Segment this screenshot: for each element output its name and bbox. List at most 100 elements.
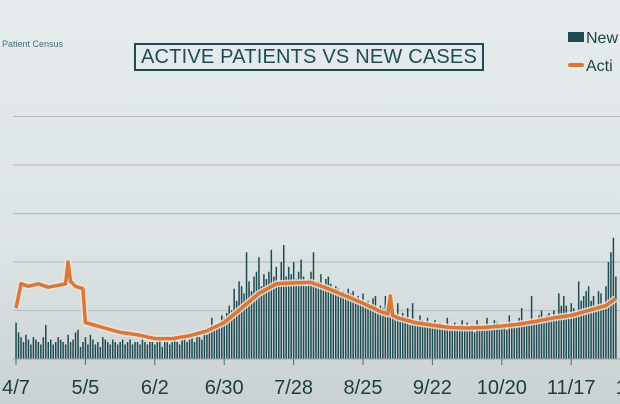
bar bbox=[540, 310, 543, 359]
bar bbox=[183, 337, 186, 359]
legend-item-new: New bbox=[568, 30, 618, 48]
bar bbox=[35, 339, 37, 359]
bar bbox=[572, 308, 575, 359]
bar bbox=[305, 286, 307, 359]
bar bbox=[156, 342, 159, 359]
bar bbox=[203, 332, 206, 359]
bar bbox=[278, 281, 280, 359]
bar bbox=[258, 257, 260, 359]
bar bbox=[62, 342, 64, 359]
bar bbox=[426, 317, 429, 359]
bar bbox=[186, 342, 188, 359]
bar bbox=[392, 315, 394, 359]
bar bbox=[416, 322, 419, 359]
bar bbox=[79, 346, 82, 359]
bar bbox=[372, 298, 374, 359]
bar bbox=[94, 344, 97, 359]
bar bbox=[109, 344, 111, 359]
bar bbox=[201, 339, 203, 359]
bar bbox=[501, 327, 503, 359]
bar bbox=[47, 342, 50, 359]
bar bbox=[600, 293, 602, 359]
x-tick-label: 9/22 bbox=[413, 377, 452, 399]
bar bbox=[193, 342, 196, 359]
bar bbox=[560, 305, 563, 359]
x-tick-label: 8/25 bbox=[344, 377, 383, 399]
bar bbox=[280, 262, 283, 359]
bar bbox=[295, 278, 297, 359]
bar bbox=[434, 320, 436, 359]
bar bbox=[523, 322, 525, 359]
x-tick-label: 5/5 bbox=[71, 377, 99, 399]
bar bbox=[518, 317, 520, 359]
bar bbox=[451, 325, 454, 359]
bar bbox=[595, 305, 597, 359]
bar bbox=[498, 325, 501, 359]
bar bbox=[558, 293, 560, 359]
bar bbox=[92, 339, 94, 359]
bar bbox=[575, 312, 577, 359]
bar bbox=[493, 320, 496, 359]
bar bbox=[538, 315, 540, 359]
bar bbox=[401, 312, 404, 359]
bar bbox=[116, 344, 119, 359]
bar bbox=[339, 293, 342, 359]
bar bbox=[382, 308, 384, 359]
bar bbox=[414, 320, 416, 359]
bar bbox=[168, 344, 171, 359]
bar bbox=[332, 288, 335, 359]
bar bbox=[528, 320, 530, 359]
bar bbox=[151, 342, 154, 359]
bar bbox=[454, 322, 456, 359]
bar bbox=[292, 262, 295, 359]
bar bbox=[607, 262, 610, 359]
bar bbox=[84, 337, 87, 359]
bar bbox=[240, 286, 243, 359]
bar bbox=[248, 281, 250, 359]
bar bbox=[357, 295, 359, 359]
bar bbox=[57, 337, 59, 359]
bar bbox=[387, 312, 389, 359]
bar bbox=[218, 327, 221, 359]
bar bbox=[344, 295, 347, 359]
bar bbox=[379, 305, 382, 359]
bar bbox=[530, 295, 533, 359]
bar bbox=[553, 310, 555, 359]
bar bbox=[144, 342, 146, 359]
x-tick-label: 11/17 bbox=[547, 377, 596, 399]
bar bbox=[508, 315, 511, 359]
bar bbox=[444, 327, 446, 359]
bar bbox=[377, 310, 379, 359]
bar bbox=[565, 305, 568, 359]
bar bbox=[478, 325, 481, 359]
bar bbox=[129, 339, 131, 359]
bar bbox=[265, 278, 268, 359]
bar bbox=[354, 298, 357, 359]
bar bbox=[515, 325, 518, 359]
bar bbox=[503, 325, 506, 359]
bar bbox=[384, 295, 387, 359]
bar bbox=[300, 259, 302, 359]
bar bbox=[178, 344, 181, 359]
bar bbox=[570, 303, 572, 359]
bar bbox=[364, 303, 367, 359]
bar bbox=[287, 266, 290, 359]
bar bbox=[520, 308, 523, 359]
bar bbox=[411, 303, 414, 359]
bar bbox=[582, 295, 585, 359]
bar bbox=[22, 342, 25, 359]
x-tick-label: 6/2 bbox=[141, 377, 169, 399]
bar bbox=[243, 293, 245, 359]
bar bbox=[315, 283, 317, 359]
bar bbox=[297, 271, 300, 359]
bar bbox=[491, 329, 493, 359]
bar bbox=[238, 281, 240, 359]
bar bbox=[394, 317, 397, 359]
bar bbox=[404, 317, 406, 359]
bar bbox=[431, 325, 434, 359]
bar bbox=[545, 315, 548, 359]
bar bbox=[102, 337, 104, 359]
bar bbox=[406, 308, 409, 359]
bar bbox=[429, 322, 431, 359]
bar bbox=[171, 342, 173, 359]
